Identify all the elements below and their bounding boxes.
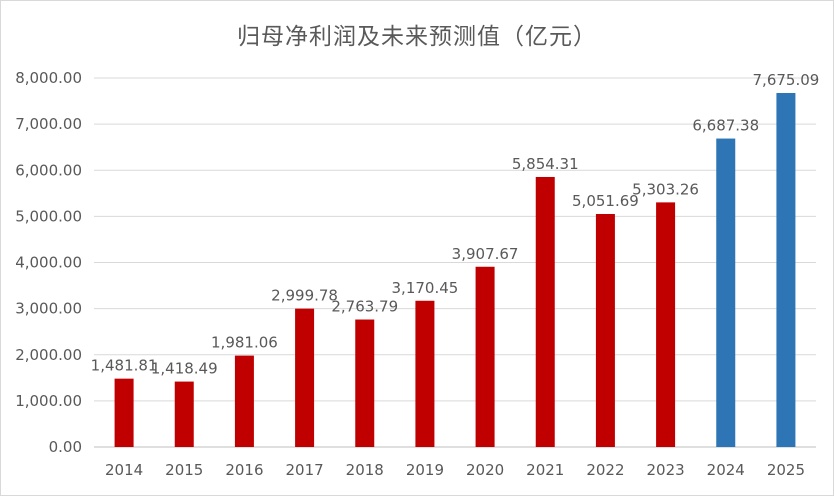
data-label: 5,051.69 [572, 192, 639, 210]
data-label: 1,481.81 [91, 357, 158, 375]
bar-2021 [535, 176, 555, 447]
y-tick-label: 7,000.00 [15, 115, 82, 133]
x-tick-label: 2019 [406, 461, 444, 479]
data-label: 3,170.45 [392, 279, 459, 297]
bar-2019 [415, 300, 435, 447]
data-label: 1,981.06 [211, 334, 278, 352]
data-label: 5,854.31 [512, 155, 579, 173]
data-label: 7,675.09 [753, 71, 820, 89]
bar-2022 [595, 213, 615, 447]
x-tick-label: 2015 [165, 461, 203, 479]
x-tick-label: 2023 [646, 461, 684, 479]
chart-title: 归母净利润及未来预测值（亿元） [237, 24, 597, 50]
x-tick-label: 2017 [285, 461, 323, 479]
x-tick-label: 2025 [767, 461, 805, 479]
y-tick-label: 5,000.00 [15, 207, 82, 225]
bar-2020 [475, 266, 495, 447]
bar-2018 [355, 319, 375, 447]
bar-2024 [716, 138, 736, 447]
y-tick-label: 0.00 [49, 438, 82, 456]
data-label: 3,907.67 [452, 245, 519, 263]
y-tick-label: 3,000.00 [15, 300, 82, 318]
x-tick-label: 2018 [346, 461, 384, 479]
data-label: 2,999.78 [271, 287, 338, 305]
bar-2023 [656, 202, 676, 447]
x-tick-label: 2024 [707, 461, 745, 479]
x-tick-label: 2022 [586, 461, 624, 479]
x-tick-label: 2021 [526, 461, 564, 479]
data-label: 5,303.26 [632, 180, 699, 198]
x-tick-label: 2020 [466, 461, 504, 479]
bar-2025 [776, 92, 796, 447]
bar-2016 [234, 355, 254, 447]
bar-2014 [114, 378, 134, 447]
bar-2017 [295, 308, 315, 447]
y-tick-label: 2,000.00 [15, 346, 82, 364]
data-label: 1,418.49 [151, 360, 218, 378]
x-tick-label: 2016 [225, 461, 263, 479]
data-label: 6,687.38 [692, 117, 759, 135]
y-tick-label: 4,000.00 [15, 254, 82, 272]
data-label: 2,763.79 [331, 298, 398, 316]
x-tick-label: 2014 [105, 461, 143, 479]
y-tick-label: 6,000.00 [15, 161, 82, 179]
y-tick-label: 8,000.00 [15, 69, 82, 87]
y-tick-label: 1,000.00 [15, 392, 82, 410]
bar-2015 [174, 381, 194, 447]
